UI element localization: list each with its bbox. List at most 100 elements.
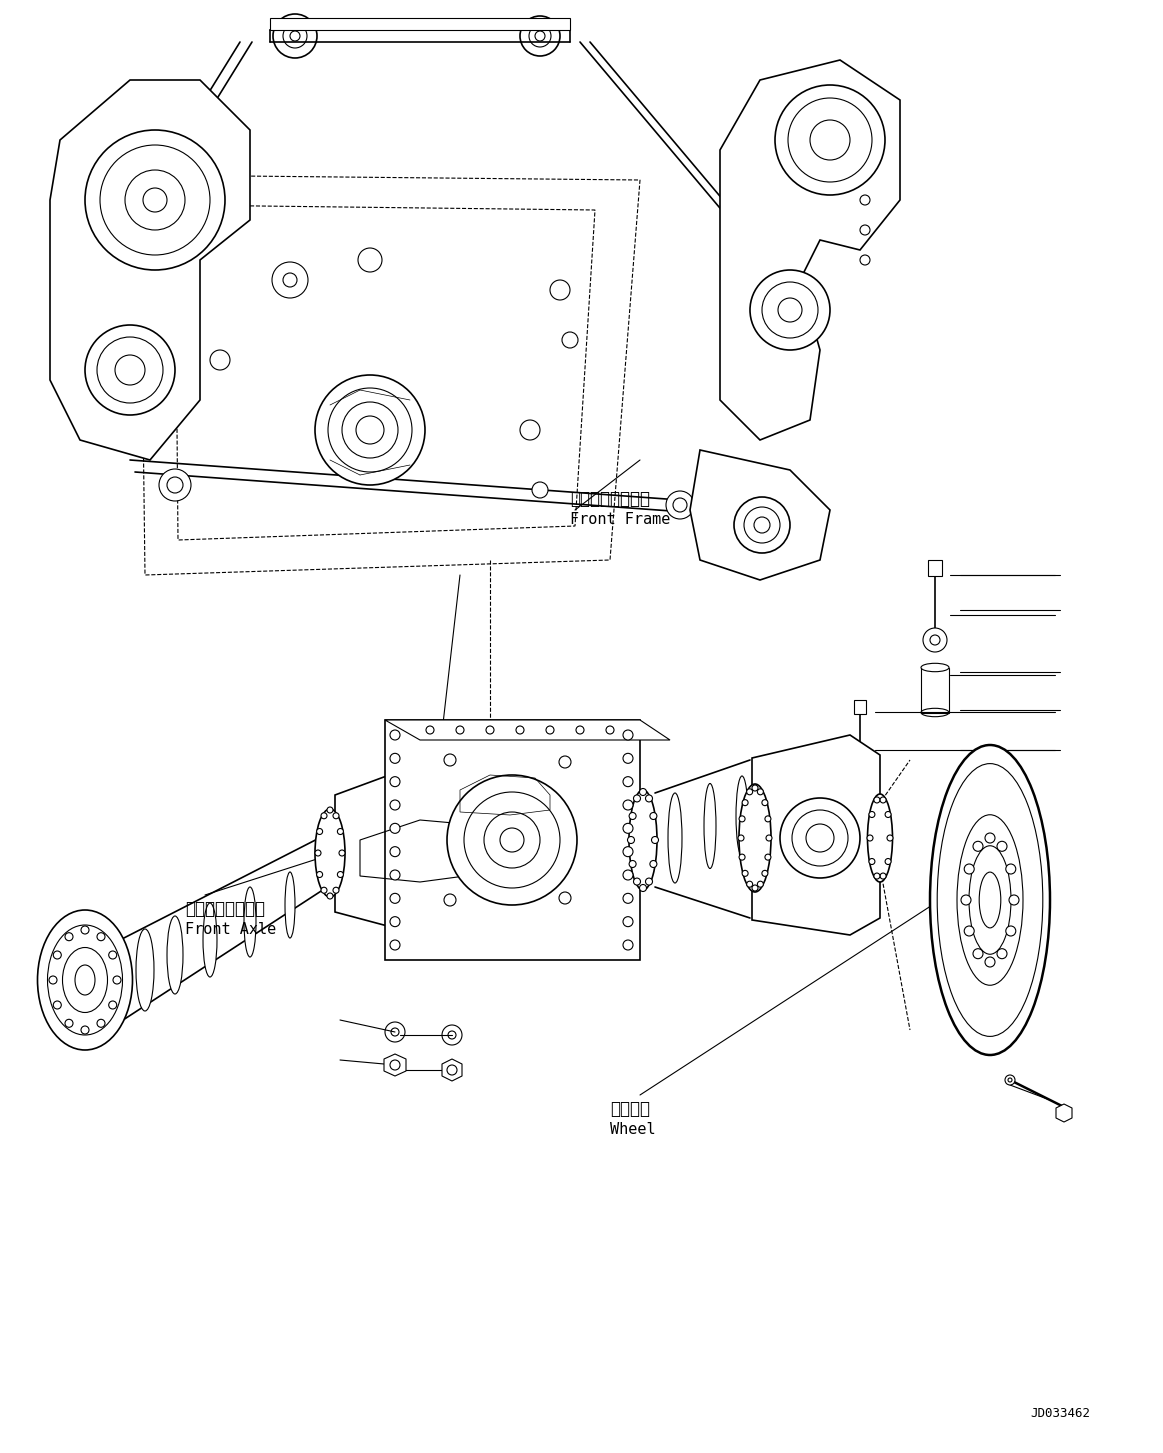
Circle shape	[562, 331, 578, 349]
Circle shape	[650, 812, 657, 819]
Circle shape	[516, 726, 525, 734]
Circle shape	[1009, 895, 1019, 905]
Circle shape	[765, 854, 771, 860]
Circle shape	[49, 976, 57, 984]
Polygon shape	[385, 721, 640, 960]
Ellipse shape	[736, 776, 748, 856]
Circle shape	[333, 812, 338, 818]
Ellipse shape	[285, 872, 295, 939]
Circle shape	[757, 881, 763, 888]
Circle shape	[426, 726, 434, 734]
Polygon shape	[385, 721, 670, 740]
Circle shape	[973, 841, 983, 851]
Text: Front Frame: Front Frame	[570, 511, 670, 527]
Text: JD033462: JD033462	[1030, 1407, 1090, 1420]
Circle shape	[1005, 1075, 1015, 1085]
Circle shape	[321, 812, 327, 818]
Circle shape	[930, 631, 940, 641]
Circle shape	[327, 894, 333, 899]
Circle shape	[316, 872, 322, 878]
Circle shape	[623, 917, 633, 927]
Circle shape	[272, 262, 308, 298]
Circle shape	[623, 940, 633, 950]
Circle shape	[866, 835, 873, 841]
Circle shape	[629, 860, 636, 867]
Circle shape	[108, 1001, 116, 1008]
Polygon shape	[690, 450, 830, 580]
Circle shape	[623, 870, 633, 881]
Polygon shape	[442, 1059, 462, 1081]
Circle shape	[559, 756, 571, 769]
Circle shape	[634, 878, 641, 885]
Circle shape	[997, 841, 1007, 851]
Circle shape	[964, 926, 975, 936]
Circle shape	[327, 806, 333, 814]
Circle shape	[964, 865, 975, 875]
Circle shape	[873, 796, 880, 804]
Circle shape	[873, 873, 880, 879]
Circle shape	[850, 745, 870, 764]
Circle shape	[531, 482, 548, 498]
Circle shape	[1006, 865, 1015, 875]
Circle shape	[742, 799, 748, 805]
Polygon shape	[854, 700, 866, 713]
Polygon shape	[720, 60, 900, 440]
Circle shape	[321, 888, 327, 894]
Circle shape	[486, 726, 494, 734]
Circle shape	[762, 799, 768, 805]
Circle shape	[81, 926, 90, 934]
Circle shape	[869, 859, 875, 865]
Circle shape	[442, 1024, 462, 1045]
Circle shape	[390, 870, 400, 881]
Circle shape	[859, 225, 870, 235]
Circle shape	[629, 812, 636, 819]
Circle shape	[85, 129, 224, 270]
Circle shape	[859, 195, 870, 205]
Circle shape	[766, 835, 772, 841]
Circle shape	[985, 958, 996, 968]
Circle shape	[961, 895, 971, 905]
Circle shape	[765, 817, 771, 822]
Circle shape	[390, 940, 400, 950]
Circle shape	[337, 872, 343, 878]
Circle shape	[747, 881, 752, 888]
Circle shape	[752, 785, 758, 790]
Circle shape	[997, 949, 1007, 959]
Circle shape	[338, 850, 345, 856]
Circle shape	[444, 894, 456, 907]
Circle shape	[108, 952, 116, 959]
Polygon shape	[50, 80, 250, 461]
Circle shape	[640, 789, 647, 795]
Circle shape	[887, 835, 893, 841]
Circle shape	[762, 870, 768, 876]
Ellipse shape	[244, 886, 256, 958]
Circle shape	[885, 811, 891, 818]
Circle shape	[316, 828, 322, 834]
Ellipse shape	[739, 785, 771, 892]
Circle shape	[780, 798, 859, 878]
Ellipse shape	[930, 745, 1050, 1055]
Circle shape	[559, 892, 571, 904]
Circle shape	[739, 835, 744, 841]
Circle shape	[53, 952, 62, 959]
Circle shape	[113, 976, 121, 984]
Text: フロントフレーム: フロントフレーム	[570, 490, 650, 509]
Circle shape	[775, 84, 885, 195]
Circle shape	[623, 847, 633, 857]
Circle shape	[390, 777, 400, 786]
Circle shape	[923, 628, 947, 652]
Circle shape	[53, 1001, 62, 1008]
Ellipse shape	[668, 793, 682, 883]
Circle shape	[606, 726, 614, 734]
Circle shape	[666, 491, 694, 519]
Ellipse shape	[704, 783, 716, 869]
Circle shape	[211, 350, 230, 371]
Circle shape	[385, 1021, 405, 1042]
Circle shape	[390, 824, 400, 834]
Circle shape	[97, 1020, 105, 1027]
Circle shape	[81, 1026, 90, 1035]
Circle shape	[747, 789, 752, 795]
Polygon shape	[921, 667, 949, 712]
Circle shape	[444, 754, 456, 766]
Circle shape	[623, 753, 633, 763]
